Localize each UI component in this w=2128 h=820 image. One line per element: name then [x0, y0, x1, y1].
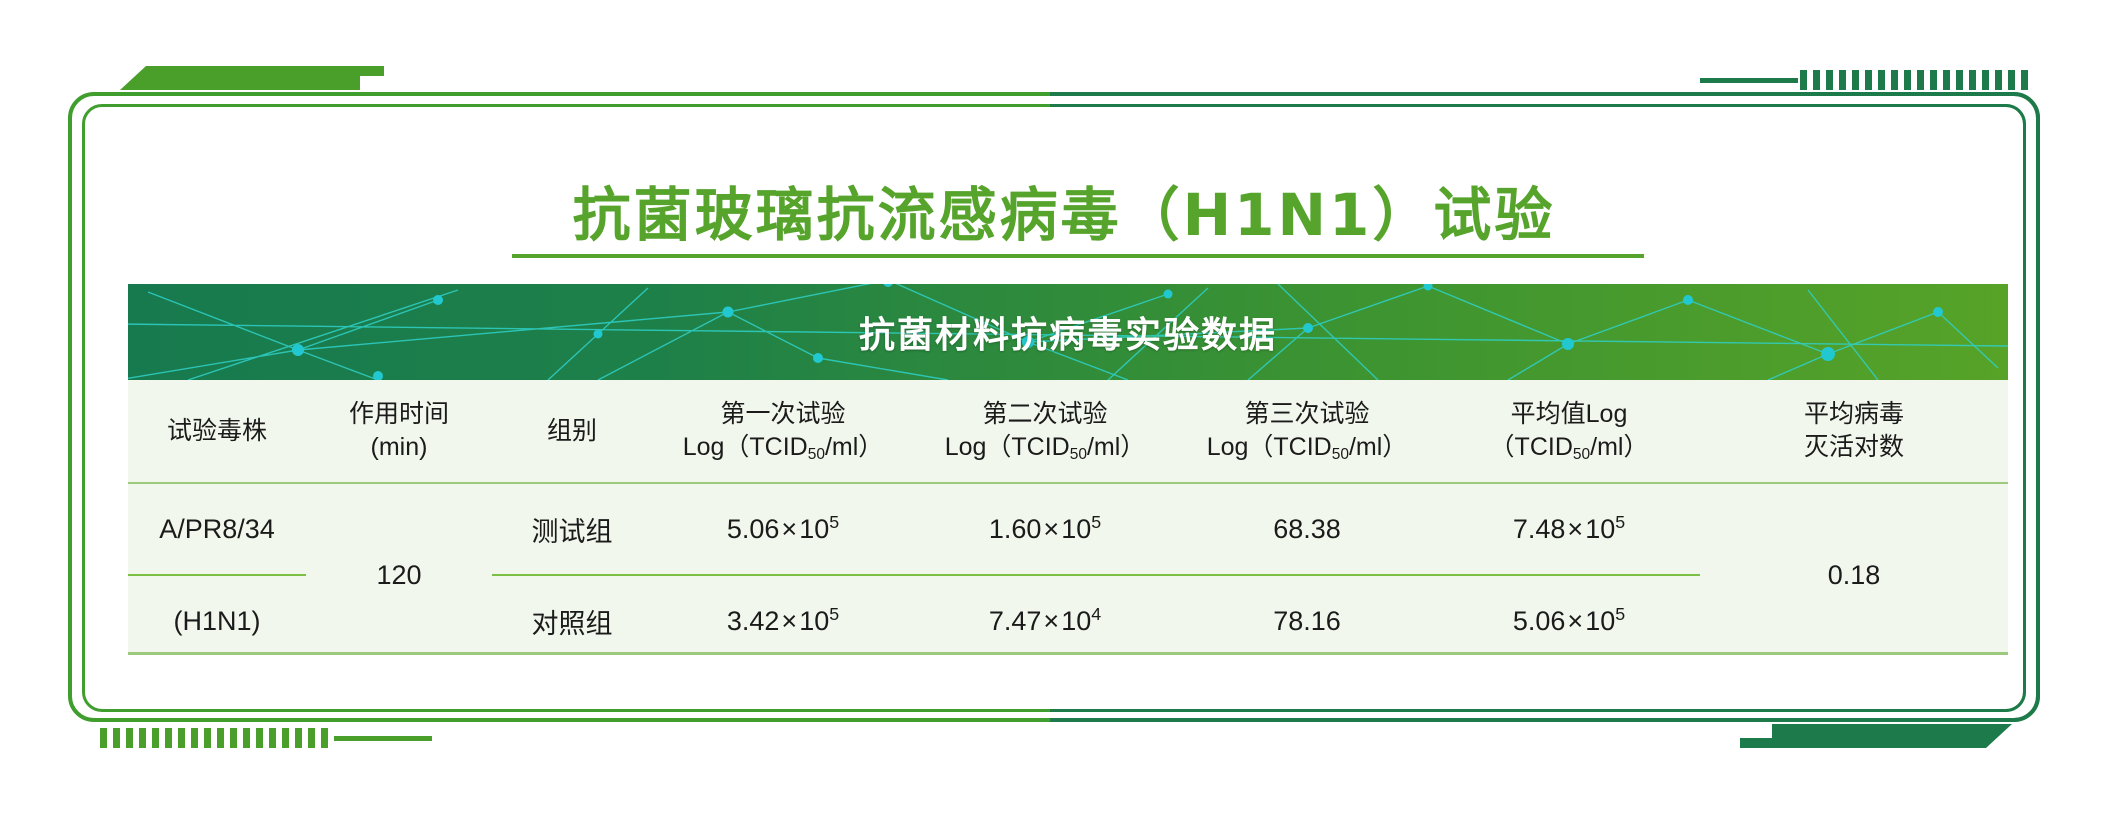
cell-test3-test-group: 68.38	[1176, 483, 1438, 576]
cell-test2-test-group: 1.60×105	[914, 483, 1176, 576]
rail-bottom-left	[334, 736, 432, 741]
banner: 抗菌材料抗病毒实验数据	[128, 284, 2008, 380]
tick-rail-top-right	[1800, 70, 2030, 90]
table-bottom-rule	[128, 652, 2008, 655]
cell-test3-control-group: 78.16	[1273, 605, 1341, 636]
cell-group-test: 测试组	[492, 483, 652, 576]
data-table-container: 试验毒株 作用时间 (min) 组别 第一次试验 Log（TCID50/ml）	[128, 380, 2008, 654]
column-header-mean-log: 平均值Log （TCID50/ml）	[1438, 380, 1700, 484]
corner-slab-top-left	[120, 66, 360, 90]
table-header-row: 试验毒株 作用时间 (min) 组别 第一次试验 Log（TCID50/ml）	[128, 380, 2008, 484]
cell-mean-test-group: 7.48×105	[1438, 483, 1700, 576]
table-row: (H1N1) 对照组 3.42×105 7.47×104 78.16 5.06×…	[128, 575, 2008, 666]
frame-inner-dark	[1050, 104, 2026, 712]
column-header-test-2: 第二次试验 Log（TCID50/ml）	[914, 380, 1176, 484]
cell-strain-line1: A/PR8/34	[128, 483, 306, 576]
frame-outer-dark	[1050, 92, 2040, 722]
cell-test2-control-group: 7.47×104	[988, 603, 1102, 636]
column-header-group: 组别	[492, 380, 652, 484]
table-row: A/PR8/34 120 测试组 5.06×105 1.60×105 68.38…	[128, 483, 2008, 590]
cell-mean-control-group: 5.06×105	[1512, 603, 1626, 636]
column-header-test-3: 第三次试验 Log（TCID50/ml）	[1176, 380, 1438, 484]
cell-test1-control-group: 3.42×105	[726, 603, 840, 636]
banner-title: 抗菌材料抗病毒实验数据	[858, 315, 1277, 356]
rail-top-right	[1700, 78, 1798, 83]
cell-inactivation-log: 0.18	[1827, 559, 1881, 590]
column-header-contact-time: 作用时间 (min)	[306, 380, 492, 484]
cell-contact-time: 120	[376, 559, 422, 590]
cell-test1-test-group: 5.06×105	[652, 483, 914, 576]
column-header-test-1: 第一次试验 Log（TCID50/ml）	[652, 380, 914, 484]
column-header-inactivation-log: 平均病毒 灭活对数	[1700, 380, 2008, 484]
network-decoration-icon	[128, 284, 2008, 380]
corner-slab-bottom-right	[1772, 724, 2012, 748]
corner-slab-top-left-tail	[352, 66, 384, 76]
title-underline	[512, 254, 1644, 258]
tick-rail-bottom-left	[100, 728, 332, 748]
experiment-data-table: 试验毒株 作用时间 (min) 组别 第一次试验 Log（TCID50/ml）	[128, 380, 2008, 666]
cell-group-control: 对照组	[531, 608, 613, 639]
column-header-strain: 试验毒株	[128, 380, 306, 484]
page-title: 抗菌玻璃抗流感病毒（H1N1）试验	[572, 181, 1556, 249]
corner-slab-bottom-right-tail	[1740, 738, 1776, 748]
cell-strain-line2: (H1N1)	[173, 605, 261, 636]
